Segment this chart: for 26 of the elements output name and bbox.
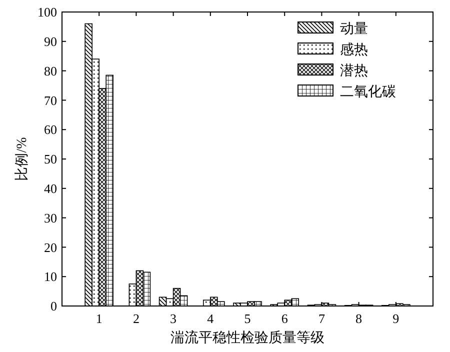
x-tick-label: 2 [132, 311, 140, 326]
legend-label: 感热 [340, 42, 368, 58]
y-tick-label: 10 [44, 269, 57, 284]
x-tick-label: 4 [207, 311, 214, 326]
y-tick-label: 50 [44, 152, 57, 167]
y-tick-label: 0 [50, 298, 57, 314]
x-tick-label: 3 [170, 311, 177, 326]
y-tick-label: 20 [44, 240, 57, 255]
x-tick-label: 6 [281, 311, 288, 326]
y-tick-label: 80 [44, 63, 57, 78]
x-tick-label: 1 [96, 311, 102, 326]
y-tick-label: 70 [44, 92, 57, 108]
x-tick-label: 9 [392, 311, 400, 326]
y-tick-label: 90 [44, 34, 57, 49]
x-tick-label: 7 [318, 311, 326, 326]
y-tick-label: 100 [38, 4, 57, 20]
legend-label: 动量 [340, 20, 368, 37]
x-axis-title: 湍流平稳性检验质量等级 [170, 330, 324, 346]
x-tick-label: 5 [244, 311, 251, 326]
legend-label: 潜热 [340, 62, 368, 79]
x-tick-label: 8 [356, 311, 362, 326]
y-tick-label: 30 [44, 210, 57, 226]
y-tick-label: 40 [44, 180, 57, 196]
legend-label: 二氧化碳 [340, 84, 396, 100]
y-tick-label: 60 [44, 122, 57, 138]
y-axis-title: 比例/% [14, 136, 30, 181]
